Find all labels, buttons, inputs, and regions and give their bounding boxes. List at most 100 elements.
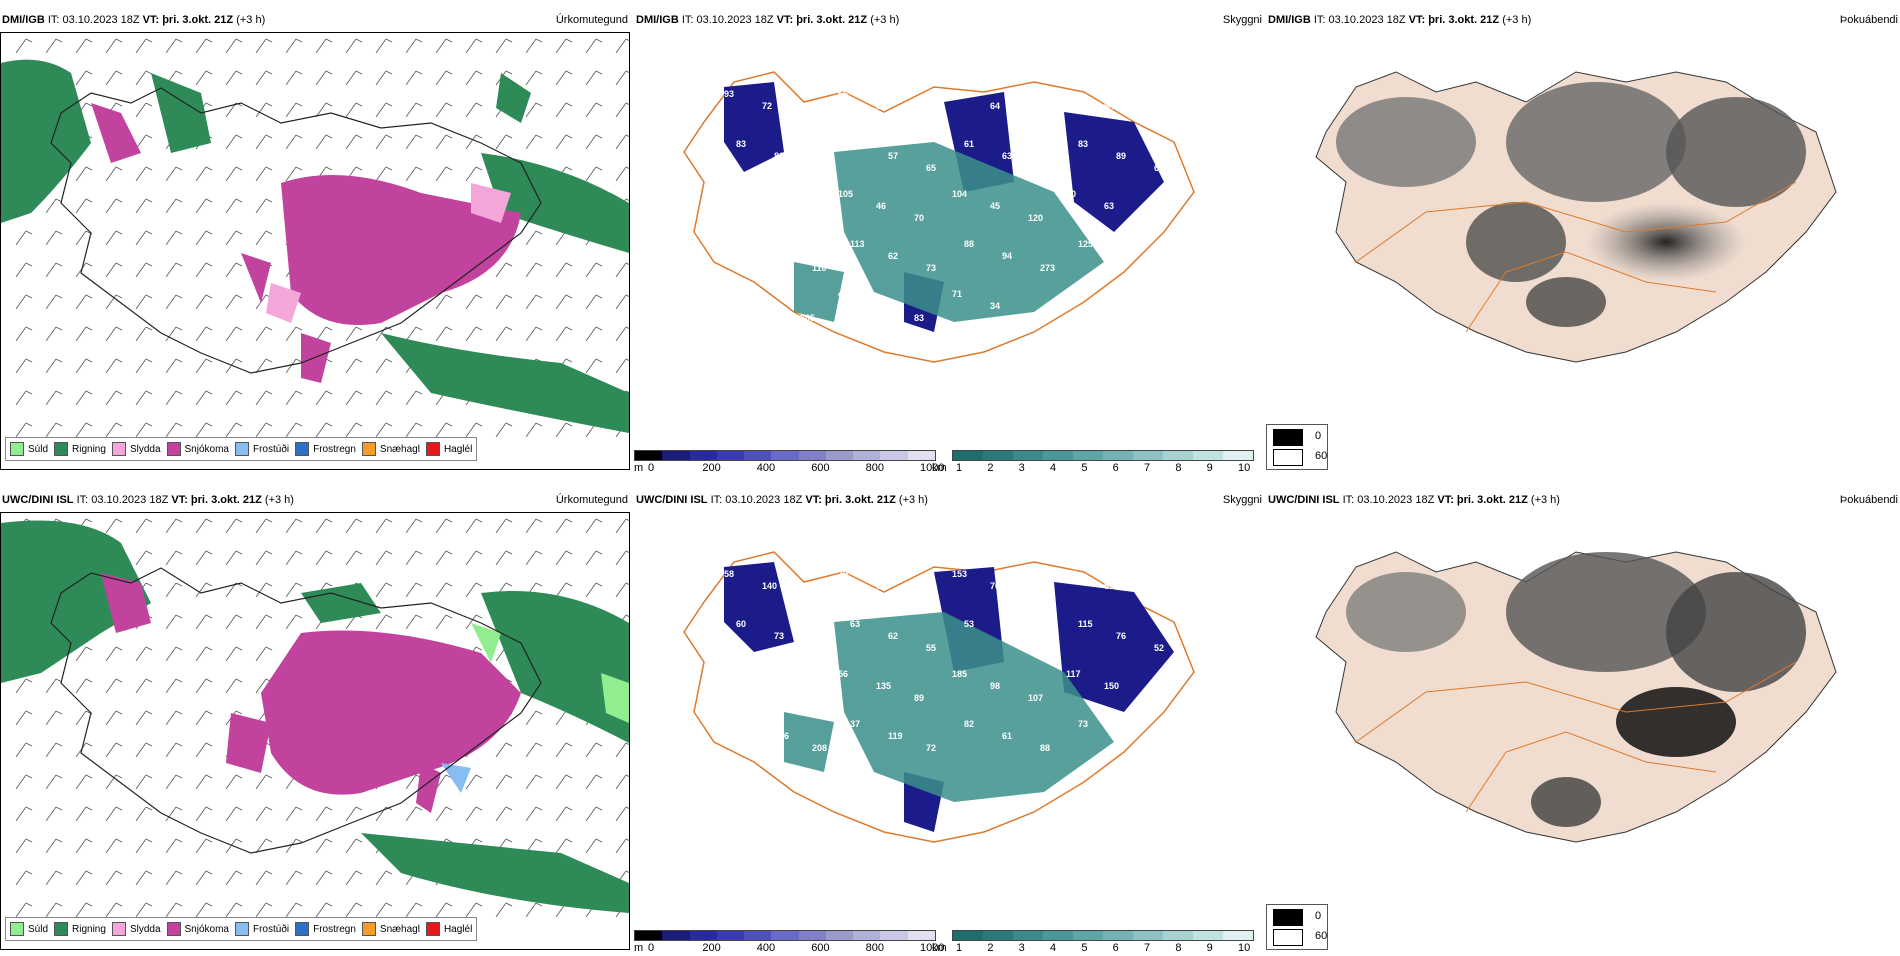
wind-barb [285,806,303,822]
wind-barb [15,38,33,54]
wind-barb [45,422,63,438]
legend-swatch [166,922,181,936]
wind-barb [405,550,423,566]
visibility-value: 71 [952,289,962,299]
wind-barb [555,582,573,598]
iceland-outline [50,87,542,374]
wind-barb [15,390,33,406]
colorbar-tick: 3 [1018,462,1025,474]
legend-item: Slydda [111,442,161,456]
wind-barb [165,550,183,566]
colorbar-tick: 7 [1144,462,1151,474]
wind-barb [165,774,183,790]
visibility-map-canvas: 93 72 33 56 34 89 76 64 63 71 64 100 83 81 69 18 57 65 61 6… [683,71,1195,363]
wind-barb [405,518,423,534]
init-time: IT: 03.10.2023 18Z [681,14,777,26]
wind-barb [435,70,453,86]
wind-barb [375,70,393,86]
wind-barb [15,262,33,278]
visibility-value: 56 [838,89,848,99]
valid-time: þri. 3.okt. 21Z [824,494,896,506]
colorbar-tick: 2 [987,942,994,954]
wind-barb [75,294,93,310]
wind-barb [615,742,629,758]
wind-barb [375,902,393,918]
colorbar-cell [1103,451,1133,460]
wind-barb [195,838,213,854]
visibility-value: 18 [850,139,860,149]
precip-type-legend: Súld Rigning Slydda Snjókoma Frostúði Frostre… [5,917,478,941]
colorbar-cell [1073,451,1103,460]
legend-item: Súld [10,442,48,456]
wind-barb [405,134,423,150]
legend-label: Rigning [72,443,106,455]
legend-item: Frostregn [295,442,356,456]
legend-label: Haglél [443,443,473,455]
wind-barb [615,70,629,86]
wind-barb [585,838,603,854]
visibility-value: 77 [1142,593,1152,603]
wind-barb [615,550,629,566]
wind-barb [555,774,573,790]
wind-barb [255,806,273,822]
colorbar-cell [716,451,745,460]
visibility-value: 49 [1002,631,1012,641]
wind-barb [75,902,93,918]
wind-barb [165,294,183,310]
cloud-legend: 0 60 [1266,904,1328,950]
wind-barb [555,550,573,566]
visibility-value: 63 [850,619,860,629]
wind-barb [225,230,243,246]
visibility-value: 89 [914,113,924,123]
visibility-value: 45 [990,201,1000,211]
wind-barb [495,518,513,534]
wind-barb [195,710,213,726]
legend-swatch [234,922,249,936]
wind-barb [135,678,153,694]
elevation-colorbar: m 0 200 400 600 800 1000 [634,930,944,956]
wind-barb [225,198,243,214]
wind-barb [105,902,123,918]
visibility-value: 113 [850,239,865,249]
wind-barb [585,582,603,598]
wind-barb [465,294,483,310]
wind-barb [525,518,543,534]
wind-barb [435,518,453,534]
wind-barb [615,774,629,790]
visibility-value: 183 [1116,251,1131,261]
wind-barb [495,294,513,310]
wind-barb [225,902,243,918]
wind-barb [495,774,513,790]
wind-barb [45,294,63,310]
wind-barb [195,774,213,790]
colorbar-tick: 0 [648,462,655,474]
colorbar-cell [635,931,663,940]
wind-barb [375,166,393,182]
colorbar-tick: 7 [1144,942,1151,954]
visibility-value: 59 [1104,581,1114,591]
wind-barb [45,230,63,246]
colorbar-cell [798,451,826,460]
colorbar-cell [1073,931,1103,940]
wind-barb [555,102,573,118]
wind-barb [135,422,153,438]
wind-barb [375,102,393,118]
wind-barb [615,806,629,822]
legend-label: Snæhagl [379,923,420,935]
visibility-value: 73 [926,263,936,273]
wind-barb [165,198,183,214]
wind-barb [195,358,213,374]
wind-barb [555,742,573,758]
wind-barb [285,838,303,854]
colorbar-cell [1013,451,1043,460]
drizzle-areas [471,623,629,723]
wind-barb [135,838,153,854]
visibility-value: 64 [990,101,1000,111]
visibility-map: 93 72 33 56 34 89 76 64 63 71 64 100 83 81 69 18 57 65 61 6… [634,32,1264,474]
wind-barb [135,390,153,406]
visibility-value: 73 [774,631,784,641]
precip-map-canvas [1,518,629,918]
visibility-value: 62 [888,251,898,261]
wind-barb [525,134,543,150]
legend-item: Snæhagl [361,442,420,456]
